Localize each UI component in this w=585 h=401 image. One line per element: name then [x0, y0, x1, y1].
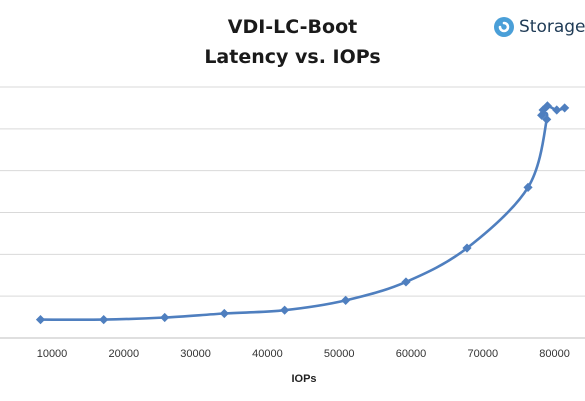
- storage-logo-icon: [494, 17, 514, 37]
- data-point-marker: [401, 277, 411, 287]
- data-points: [35, 101, 570, 325]
- data-point-marker: [462, 243, 472, 253]
- x-tick-label: 40000: [252, 348, 283, 360]
- data-point-marker: [219, 308, 229, 319]
- data-point-marker: [341, 295, 351, 305]
- data-point-marker: [280, 305, 290, 315]
- data-point-marker: [35, 314, 46, 325]
- data-point-marker: [542, 101, 553, 111]
- data-point-marker: [538, 105, 548, 115]
- x-tick-label: 50000: [324, 348, 355, 360]
- x-axis-label: IOPs: [291, 373, 316, 385]
- x-tick-label: 70000: [468, 348, 499, 360]
- chart-title: VDI-LC-Boot: [227, 16, 358, 38]
- x-tick-label: 10000: [37, 348, 68, 360]
- data-point-marker: [560, 103, 570, 113]
- data-point-marker: [160, 312, 170, 323]
- gridlines: [0, 86, 585, 297]
- data-point-marker: [542, 114, 552, 125]
- chart-subtitle: Latency vs. IOPs: [204, 46, 381, 68]
- data-point-marker: [523, 182, 533, 192]
- x-tick-label: 60000: [396, 348, 427, 360]
- x-tick-labels: 10000 20000 30000 40000 50000 60000 70000 80000: [37, 348, 570, 360]
- brand-logo: Storage: [493, 14, 585, 40]
- x-tick-label: 30000: [180, 348, 211, 360]
- x-tick-label: 80000: [539, 348, 570, 360]
- x-tick-label: 20000: [109, 348, 140, 360]
- data-point-marker: [552, 105, 562, 115]
- data-point-marker: [99, 314, 109, 325]
- brand-name: Storage: [519, 17, 585, 37]
